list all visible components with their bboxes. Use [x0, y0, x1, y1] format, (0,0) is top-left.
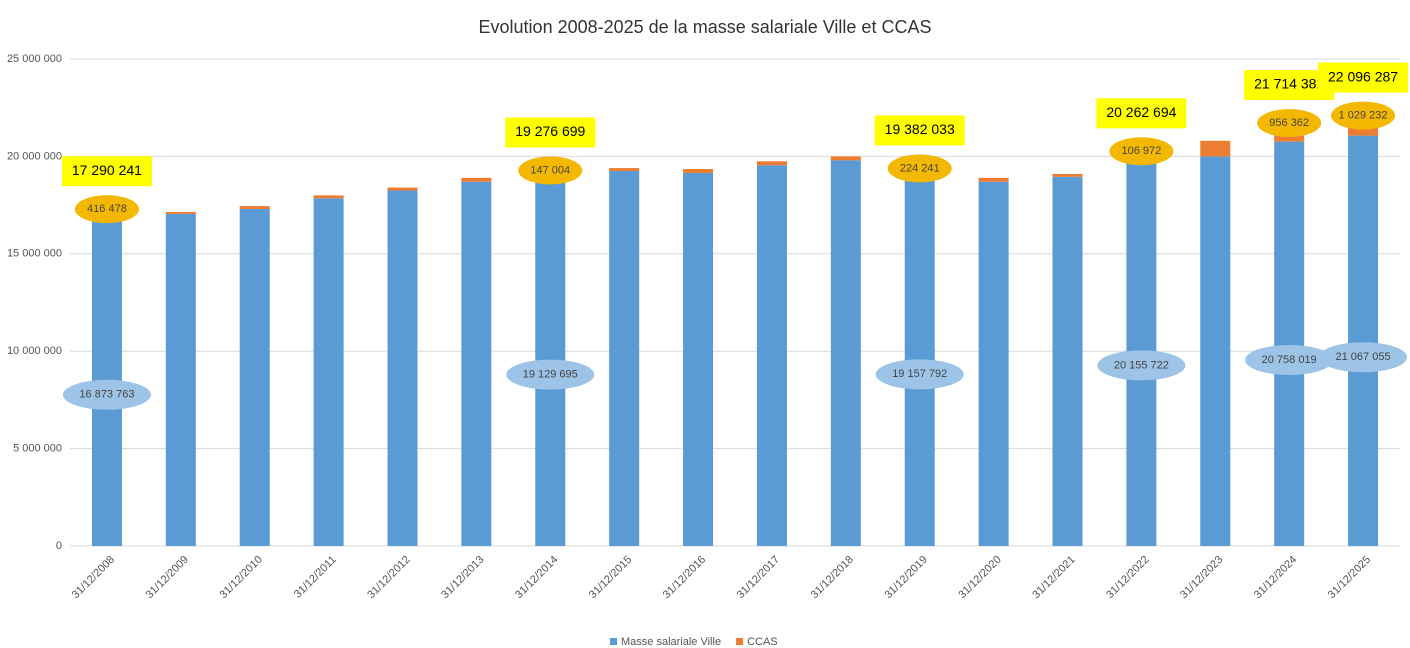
label-bubble — [1097, 350, 1186, 381]
bar-segment — [313, 195, 344, 199]
y-tick-label: 15 000 000 — [7, 248, 62, 260]
total-label: 22 096 287 — [1328, 68, 1398, 84]
total-box — [61, 156, 152, 187]
bar-segment — [830, 156, 861, 161]
x-tick-label: 31/12/2012 — [365, 554, 412, 601]
bar-segment — [1200, 156, 1231, 546]
bar-segment — [165, 213, 196, 546]
data-label: 20 155 722 — [1114, 359, 1169, 371]
data-label: 224 241 — [900, 162, 940, 174]
chart-title: Evolution 2008-2025 de la masse salarial… — [479, 17, 932, 37]
label-bubble — [1245, 344, 1334, 375]
x-tick-label: 31/12/2013 — [439, 554, 486, 601]
x-tick-label: 31/12/2008 — [70, 554, 117, 601]
x-tick-label: 31/12/2018 — [809, 554, 856, 601]
x-tick-label: 31/12/2020 — [956, 554, 1003, 601]
bar-segment — [756, 165, 787, 546]
bar-segment — [978, 181, 1009, 546]
data-label: 16 873 763 — [79, 389, 134, 401]
total-label: 19 382 033 — [885, 121, 955, 137]
total-label: 20 262 694 — [1106, 104, 1176, 120]
bar-segment — [830, 160, 861, 546]
bar-segment — [756, 161, 787, 166]
bar-segment — [387, 187, 418, 191]
bar-segment — [239, 208, 270, 546]
total-label: 19 276 699 — [515, 123, 585, 139]
data-label: 147 004 — [530, 164, 570, 176]
x-tick-label: 31/12/2017 — [735, 554, 782, 601]
label-bubble — [887, 154, 952, 183]
label-bubble — [62, 379, 151, 410]
bar-segment — [461, 177, 492, 182]
total-box — [505, 117, 596, 148]
data-label: 20 758 019 — [1262, 354, 1317, 366]
total-label: 17 290 241 — [72, 162, 142, 178]
bar-segment — [387, 190, 418, 547]
x-tick-label: 31/12/2021 — [1030, 554, 1077, 601]
legend-label: CCAS — [747, 636, 778, 648]
bar-segment — [609, 171, 640, 546]
y-tick-label: 10 000 000 — [7, 345, 62, 357]
bar-segment — [461, 181, 492, 546]
label-bubble — [1257, 109, 1322, 138]
legend-label: Masse salariale Ville — [621, 636, 721, 648]
label-bubble — [1319, 342, 1408, 373]
data-label: 1 029 232 — [1339, 109, 1388, 121]
data-label: 106 972 — [1122, 145, 1162, 157]
data-label: 956 362 — [1269, 117, 1309, 129]
legend-swatch — [736, 638, 744, 645]
bar-segment — [1274, 141, 1305, 546]
x-tick-label: 31/12/2019 — [882, 554, 929, 601]
bar-segment — [165, 211, 196, 214]
total-box — [874, 115, 965, 146]
bar-segment — [1200, 140, 1231, 157]
x-tick-label: 31/12/2016 — [661, 554, 708, 601]
bar-segment — [978, 177, 1009, 182]
bar-segment — [1348, 135, 1379, 546]
data-label: 21 067 055 — [1336, 351, 1391, 363]
bar-segment — [1052, 176, 1083, 546]
y-tick-label: 0 — [56, 540, 62, 552]
x-tick-label: 31/12/2023 — [1178, 554, 1225, 601]
bar-segment — [239, 206, 270, 209]
x-tick-label: 31/12/2009 — [144, 554, 191, 601]
total-label: 21 714 381 — [1254, 76, 1324, 92]
x-tick-label: 31/12/2014 — [513, 554, 560, 601]
label-bubble — [506, 359, 595, 390]
x-tick-label: 31/12/2025 — [1326, 554, 1373, 601]
bar-segment — [313, 198, 344, 547]
bar-segment — [683, 169, 714, 173]
label-bubble — [875, 359, 964, 390]
x-tick-label: 31/12/2024 — [1252, 554, 1299, 601]
data-label: 19 157 792 — [892, 368, 947, 380]
total-box — [1318, 62, 1409, 93]
label-bubble — [1331, 101, 1396, 130]
label-bubble — [1109, 137, 1174, 166]
bar-segment — [683, 172, 714, 546]
data-label: 19 129 695 — [523, 368, 578, 380]
legend-swatch — [610, 638, 617, 645]
y-tick-label: 25 000 000 — [7, 53, 62, 65]
x-tick-label: 31/12/2015 — [587, 554, 634, 601]
bar-segment — [609, 168, 640, 172]
total-box — [1096, 98, 1187, 129]
label-bubble — [74, 195, 139, 224]
x-tick-label: 31/12/2011 — [292, 554, 339, 601]
bar-segment — [1126, 153, 1157, 547]
y-tick-label: 5 000 000 — [13, 443, 62, 455]
bar-segment — [1052, 173, 1083, 177]
x-tick-label: 31/12/2022 — [1104, 554, 1151, 601]
label-bubble — [518, 156, 583, 185]
y-tick-label: 20 000 000 — [7, 150, 62, 162]
data-label: 416 478 — [87, 203, 127, 215]
x-tick-label: 31/12/2010 — [217, 554, 264, 601]
